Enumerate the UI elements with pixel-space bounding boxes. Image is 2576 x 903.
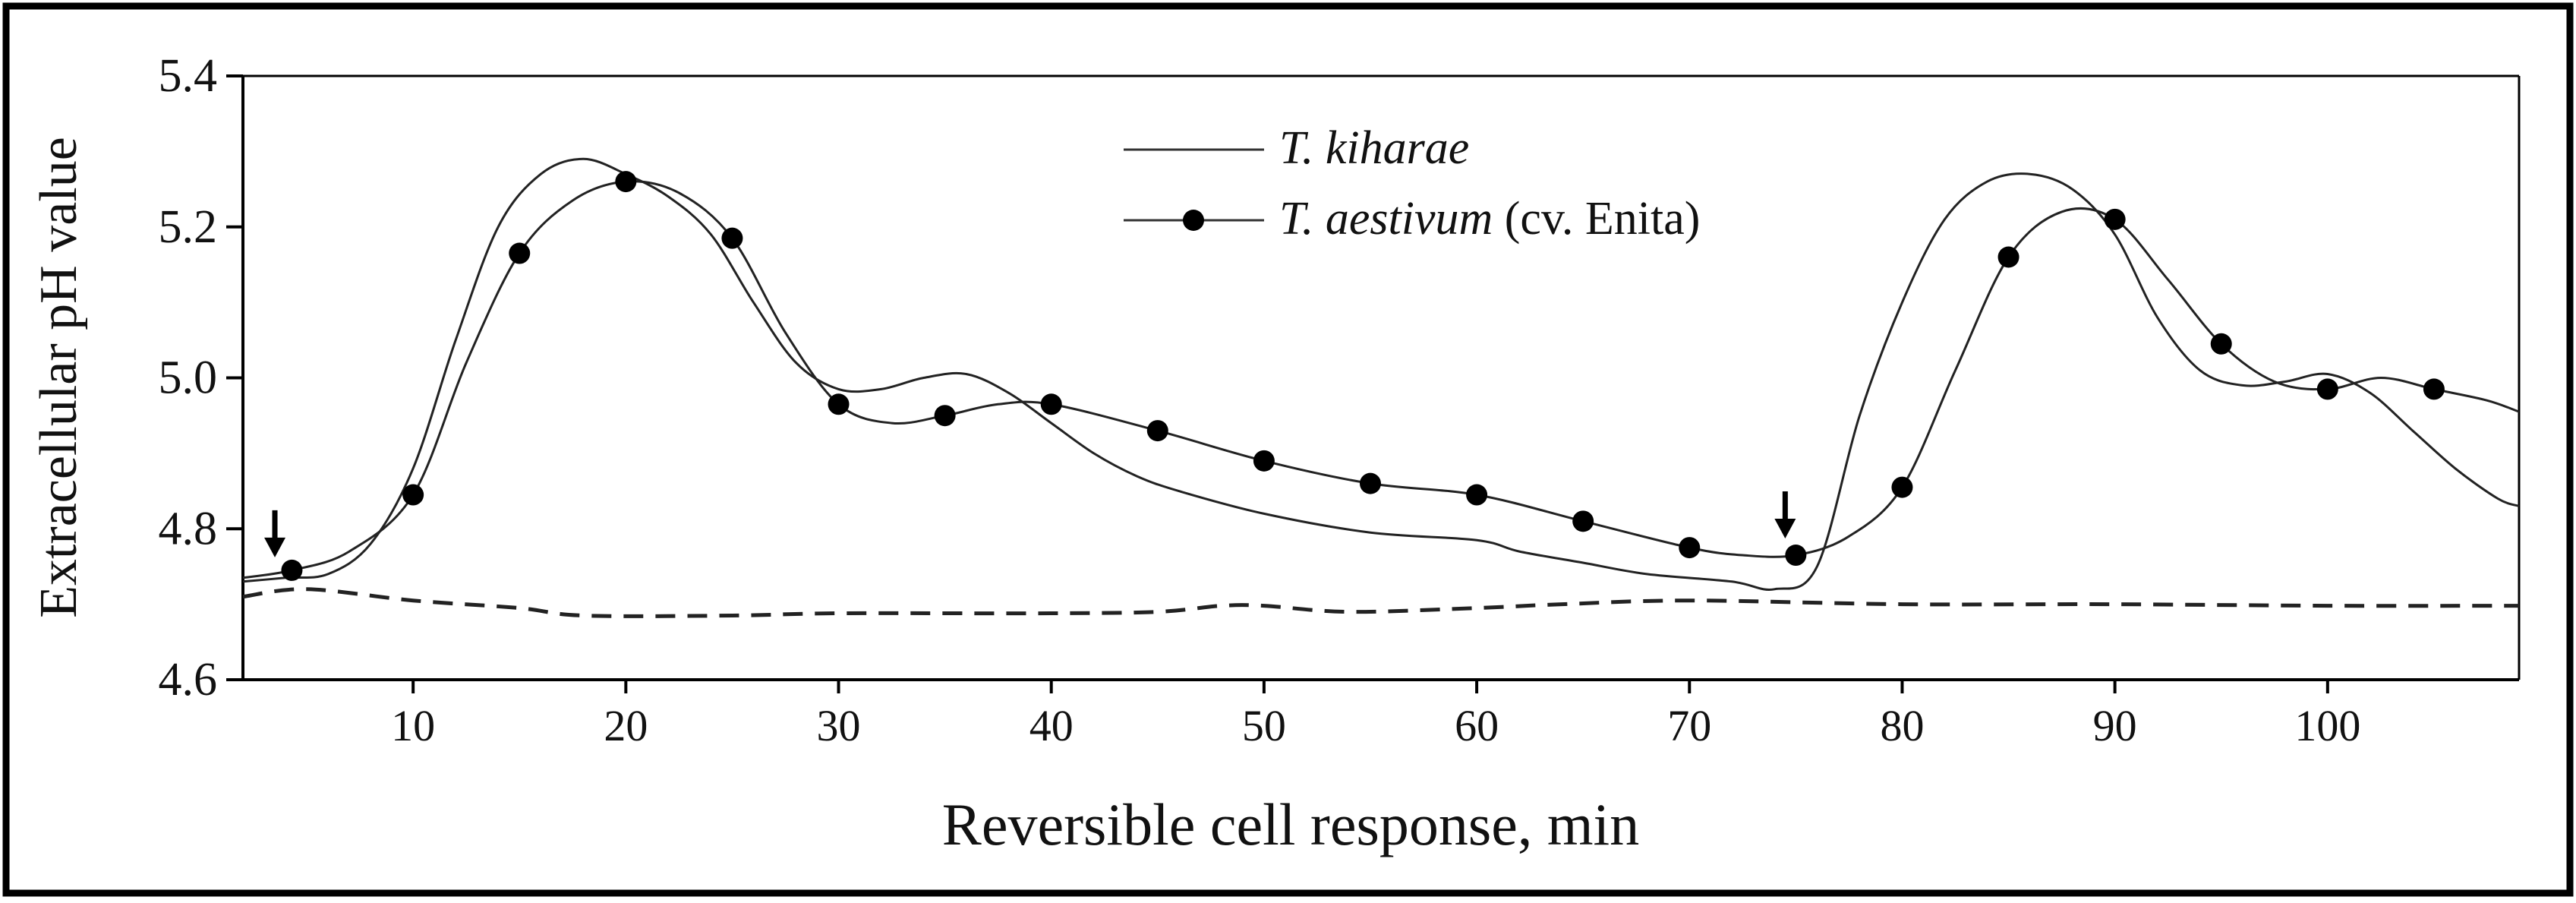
legend-label-t-aestivum-species: T. aestivum bbox=[1279, 193, 1493, 245]
data-point-t-aestivum bbox=[2210, 333, 2232, 355]
y-tick-label: 4.6 bbox=[159, 654, 218, 706]
x-tick-label: 10 bbox=[391, 701, 435, 750]
x-tick-label: 40 bbox=[1029, 701, 1074, 750]
data-point-t-aestivum bbox=[2423, 378, 2445, 400]
y-tick-label: 4.8 bbox=[159, 503, 218, 554]
data-point-t-aestivum bbox=[1997, 246, 2019, 268]
y-axis-label: Extracellular pH value bbox=[30, 137, 88, 618]
y-tick-label: 5.2 bbox=[159, 201, 218, 253]
data-point-t-aestivum bbox=[615, 171, 637, 193]
arrow-head bbox=[264, 537, 286, 557]
series-layer bbox=[242, 157, 2520, 618]
series-line-dashed-baseline bbox=[242, 587, 2520, 618]
data-point-t-aestivum bbox=[1253, 450, 1275, 472]
x-tick-label: 50 bbox=[1242, 701, 1286, 750]
data-point-t-aestivum bbox=[1891, 476, 1913, 498]
x-tick-label: 20 bbox=[604, 701, 648, 750]
data-point-t-aestivum bbox=[1040, 393, 1062, 415]
data-point-t-aestivum bbox=[1466, 484, 1488, 506]
data-point-t-aestivum bbox=[281, 559, 303, 581]
data-point-t-aestivum bbox=[509, 242, 531, 264]
data-point-t-aestivum bbox=[1785, 545, 1807, 567]
data-point-t-aestivum bbox=[1146, 420, 1168, 442]
x-tick-label: 90 bbox=[2093, 701, 2137, 750]
x-tick-label: 100 bbox=[2294, 701, 2360, 750]
data-point-t-aestivum bbox=[1572, 510, 1594, 532]
series-line-t-aestivum bbox=[242, 180, 2520, 579]
x-tick-label: 60 bbox=[1455, 701, 1499, 750]
data-point-t-aestivum bbox=[2104, 208, 2126, 230]
y-tick-label: 5.4 bbox=[159, 50, 218, 102]
legend: T. kiharae T. aestivum (cv. Enita) bbox=[1124, 122, 1700, 245]
x-tick-label: 30 bbox=[817, 701, 861, 750]
data-point-t-aestivum bbox=[828, 393, 850, 415]
arrow-head bbox=[1774, 519, 1796, 539]
legend-label-t-kiharae: T. kiharae bbox=[1279, 122, 1469, 174]
y-tick-label: 5.0 bbox=[159, 352, 218, 404]
data-point-t-aestivum bbox=[1679, 537, 1701, 559]
x-axis-label: Reversible cell response, min bbox=[942, 791, 1639, 857]
x-tick-label: 70 bbox=[1667, 701, 1711, 750]
annotations bbox=[264, 491, 1796, 557]
legend-label-t-aestivum-cultivar: (cv. Enita) bbox=[1493, 193, 1700, 245]
data-point-t-aestivum bbox=[1359, 472, 1381, 494]
data-point-t-aestivum bbox=[402, 484, 424, 506]
x-tick-label: 80 bbox=[1880, 701, 1924, 750]
series-line-t-kiharae bbox=[242, 157, 2520, 591]
legend-label-t-aestivum: T. aestivum (cv. Enita) bbox=[1279, 193, 1700, 245]
data-point-t-aestivum bbox=[934, 405, 956, 427]
data-point-t-aestivum bbox=[2316, 378, 2338, 400]
data-point-t-aestivum bbox=[721, 227, 743, 249]
legend-marker-t-aestivum bbox=[1183, 210, 1204, 231]
axes: 4.6 4.8 5.0 5.2 5.4 10 20 30 40 50 60 70 80 90 100 bbox=[159, 50, 2521, 750]
